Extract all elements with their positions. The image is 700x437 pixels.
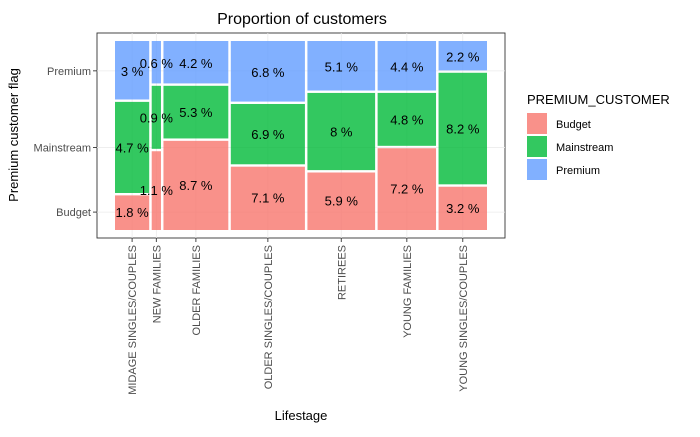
tile-label: 5.9 %: [325, 194, 359, 209]
tile-label: 4.7 %: [115, 140, 149, 155]
mosaic-tile: [230, 41, 305, 102]
tile-label: 4.4 %: [390, 59, 424, 74]
mosaic-tile: [163, 85, 229, 139]
mosaic-tile: [307, 41, 376, 91]
tile-label: 4.2 %: [179, 56, 213, 71]
mosaic-tile: [230, 103, 305, 165]
mosaic-tile: [230, 166, 305, 230]
mosaic-tile: [163, 140, 229, 230]
tile-label: 3 %: [121, 64, 144, 79]
tile-label: 5.1 %: [325, 59, 359, 74]
y-tick-label: Mainstream: [34, 142, 91, 154]
tile-label: 1.1 %: [140, 183, 174, 198]
mosaic-tile: [115, 101, 150, 193]
x-axis-label: Lifestage: [275, 408, 328, 423]
mosaic-tile: [115, 195, 150, 230]
mosaic-tile: [438, 72, 487, 185]
legend-swatch: [527, 113, 547, 134]
legend-items: Budget Mainstream Premium: [527, 113, 613, 180]
mosaic-tiles: [115, 41, 487, 230]
tile-label: 1.8 %: [115, 205, 149, 220]
mosaic-tile: [307, 92, 376, 171]
y-tick-label: Premium: [47, 66, 91, 78]
mosaic-tile: [438, 41, 487, 71]
tile-label: 8.7 %: [179, 178, 213, 193]
tile-label: 0.6 %: [140, 56, 174, 71]
mosaic-tile: [151, 41, 161, 84]
tile-label: 7.2 %: [390, 182, 424, 197]
legend-swatch: [527, 159, 547, 180]
legend: PREMIUM_CUSTOMER Budget Mainstream Premium: [527, 92, 670, 180]
tile-label: 3.2 %: [446, 201, 480, 216]
tile-label: 8.2 %: [446, 122, 480, 137]
legend-title: PREMIUM_CUSTOMER: [527, 92, 670, 107]
mosaic-tile: [377, 92, 437, 146]
tile-label: 6.8 %: [251, 65, 285, 80]
tile-label: 2.2 %: [446, 49, 480, 64]
x-tick-label: MIDAGE SINGLES/COUPLES: [127, 245, 139, 395]
x-tick-label: NEW FAMILIES: [151, 245, 163, 323]
tile-label: 0.9 %: [140, 110, 174, 125]
x-tick-label: OLDER SINGLES/COUPLES: [263, 245, 275, 389]
mosaic-tile: [307, 172, 376, 230]
y-axis-ticks: Budget Mainstream Premium: [34, 66, 97, 219]
x-tick-label: YOUNG FAMILIES: [402, 245, 414, 338]
mosaic-tile: [151, 85, 161, 149]
legend-item-label: Mainstream: [556, 142, 613, 154]
tile-label: 4.8 %: [390, 112, 424, 127]
mosaic-tile: [377, 148, 437, 230]
tile-label: 8 %: [330, 125, 353, 140]
legend-item-label: Budget: [556, 119, 591, 131]
chart-title: Proportion of customers: [217, 11, 387, 28]
x-tick-label: RETIREES: [336, 245, 348, 300]
y-axis-label: Premium customer flag: [6, 68, 21, 202]
mosaic-tile: [151, 151, 161, 230]
tile-labels: 1.8 % 4.7 % 3 % 1.1 % 0.9 % 0.6 % 8.7 % 5.3 % 4.…: [115, 49, 479, 220]
mosaic-tile: [377, 41, 437, 91]
tile-label: 5.3 %: [179, 105, 213, 120]
x-tick-label: YOUNG SINGLES/COUPLES: [458, 245, 470, 392]
x-tick-label: OLDER FAMILIES: [191, 245, 203, 335]
mosaic-tile: [115, 41, 150, 100]
tile-label: 6.9 %: [251, 127, 285, 142]
mosaic-tile: [438, 186, 487, 230]
legend-swatch: [527, 136, 547, 157]
mosaic-tile: [163, 41, 229, 84]
y-tick-label: Budget: [56, 207, 91, 219]
legend-item-label: Premium: [556, 165, 600, 177]
tile-label: 7.1 %: [251, 191, 285, 206]
x-axis-ticks: MIDAGE SINGLES/COUPLES NEW FAMILIES OLDER …: [127, 238, 470, 395]
